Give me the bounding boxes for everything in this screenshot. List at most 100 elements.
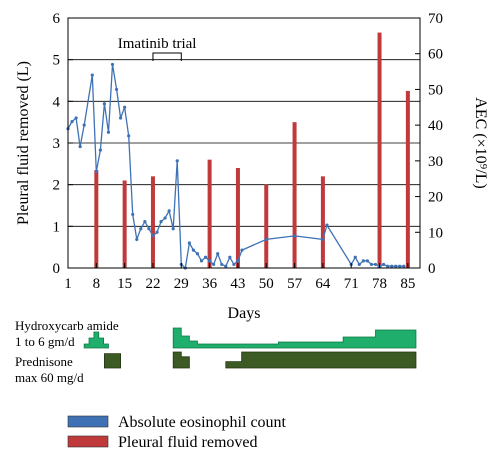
aec-point xyxy=(216,252,220,256)
x-tick-label: 50 xyxy=(259,276,274,292)
aec-point xyxy=(195,252,200,256)
aec-point xyxy=(131,212,135,217)
y-right-tick-label: 20 xyxy=(428,190,443,206)
treatment-bar xyxy=(172,327,417,349)
aec-point xyxy=(159,219,163,224)
x-tick-label: 64 xyxy=(315,276,331,292)
aec-point xyxy=(199,259,204,263)
annotation-label: Imatinib trial xyxy=(118,36,197,52)
bar xyxy=(150,176,155,268)
aec-point xyxy=(203,255,208,259)
aec-point xyxy=(70,119,74,124)
aec-point xyxy=(147,227,151,231)
aec-point xyxy=(127,134,131,138)
y-left-tick-label: 1 xyxy=(53,219,61,235)
aec-point xyxy=(236,259,240,263)
x-tick-label: 29 xyxy=(174,276,189,292)
aec-point xyxy=(155,230,159,234)
aec-point xyxy=(321,237,325,242)
aec-point xyxy=(381,262,386,267)
aec-point xyxy=(325,223,329,227)
aec-point xyxy=(386,264,390,268)
bar xyxy=(94,170,99,268)
y-axis-right-label: AEC (×10⁹/L) xyxy=(472,97,489,188)
x-tick-label: 22 xyxy=(145,276,160,292)
aec-point xyxy=(208,259,212,263)
aec-point xyxy=(369,262,374,267)
legend-label: Pleural fluid removed xyxy=(118,434,258,451)
aec-point xyxy=(151,234,155,238)
aec-point xyxy=(224,264,228,268)
y-right-tick-label: 10 xyxy=(428,225,443,241)
x-tick-label: 71 xyxy=(344,276,359,292)
y-left-tick-label: 2 xyxy=(53,178,61,194)
aec-point xyxy=(143,219,147,224)
aec-point xyxy=(357,262,361,267)
aec-point xyxy=(94,169,98,174)
aec-point xyxy=(110,62,115,67)
treatment-label: 1 to 6 gm/d xyxy=(15,334,75,349)
aec-point xyxy=(390,264,394,268)
y-axis-right: 0 10 20 30 40 50 60 70 xyxy=(415,11,443,277)
grid-lines xyxy=(68,59,420,227)
bar xyxy=(264,184,269,268)
x-tick-label: 36 xyxy=(202,276,218,292)
legend-label: Absolute eosinophil count xyxy=(118,414,287,431)
aec-point xyxy=(123,105,127,109)
aec-line xyxy=(67,64,404,270)
aec-point xyxy=(139,227,143,231)
aec-point xyxy=(398,264,402,268)
y-left-tick-label: 3 xyxy=(53,136,61,152)
aec-point xyxy=(264,237,268,242)
aec-point xyxy=(98,148,102,152)
aec-point xyxy=(232,262,236,267)
treatment-bar xyxy=(225,351,417,369)
x-tick-label: 78 xyxy=(372,276,387,292)
x-tick-label: 1 xyxy=(64,276,72,292)
x-tick-label: 43 xyxy=(230,276,245,292)
aec-point xyxy=(402,264,406,268)
bar xyxy=(235,168,240,268)
aec-point xyxy=(106,130,111,134)
aec-point xyxy=(163,216,167,220)
treatment-label: Prednisone xyxy=(15,354,73,369)
legend: Absolute eosinophil count Pleural fluid r… xyxy=(67,414,287,451)
bar-series xyxy=(94,32,410,269)
aec-point xyxy=(78,144,82,149)
y-right-tick-label: 30 xyxy=(428,154,443,170)
y-left-tick-label: 4 xyxy=(53,94,61,110)
aec-point xyxy=(74,116,78,120)
aec-point xyxy=(365,259,370,263)
annotation-bracket xyxy=(152,52,182,61)
aec-point xyxy=(135,237,139,242)
y-right-tick-label: 60 xyxy=(428,47,443,63)
aec-point xyxy=(220,262,224,267)
aec-point xyxy=(102,102,107,106)
aec-point xyxy=(90,73,94,77)
aec-point xyxy=(394,264,398,268)
treatment-bar xyxy=(104,353,121,369)
treatment-bar xyxy=(172,351,190,369)
aec-point xyxy=(118,116,123,120)
aec-point xyxy=(171,227,175,231)
y-right-tick-label: 70 xyxy=(428,11,443,27)
bar xyxy=(377,32,382,269)
bar xyxy=(320,176,325,268)
aec-point xyxy=(228,255,232,259)
aec-point xyxy=(373,262,378,267)
y-axis-left: 0 1 2 3 4 5 6 xyxy=(53,11,73,277)
aec-point xyxy=(175,159,179,163)
y-right-tick-label: 40 xyxy=(428,118,443,134)
aec-point xyxy=(114,87,119,92)
line-series xyxy=(66,62,406,270)
legend-swatch xyxy=(67,435,109,448)
bar xyxy=(122,180,127,268)
bar xyxy=(207,159,212,268)
aec-point xyxy=(187,241,191,245)
y-left-tick-label: 6 xyxy=(53,11,61,27)
aec-point xyxy=(240,248,244,252)
treatment-bar xyxy=(83,331,109,349)
treatment-label: max 60 mg/d xyxy=(15,370,84,385)
